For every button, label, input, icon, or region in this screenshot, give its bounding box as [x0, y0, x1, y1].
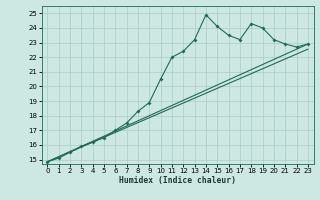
X-axis label: Humidex (Indice chaleur): Humidex (Indice chaleur) [119, 176, 236, 185]
